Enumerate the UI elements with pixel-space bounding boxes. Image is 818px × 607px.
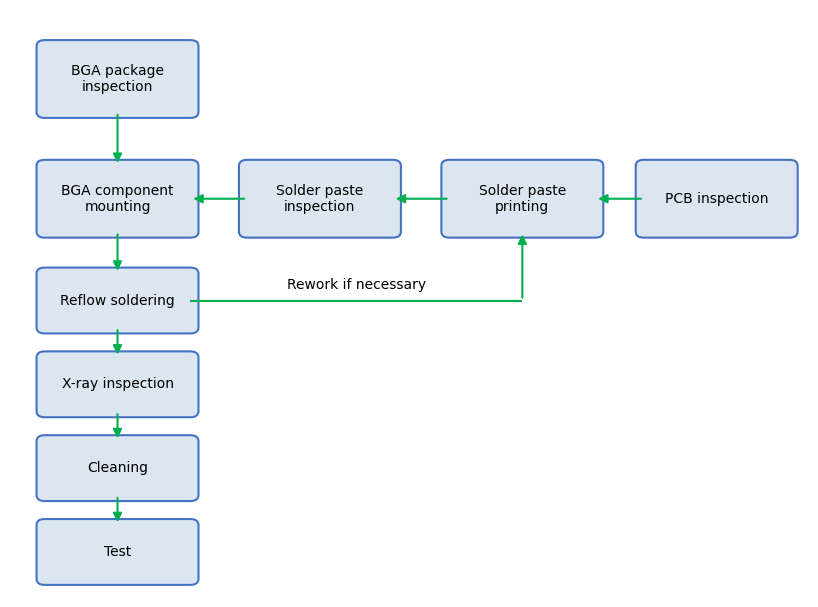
FancyBboxPatch shape <box>37 160 199 238</box>
FancyBboxPatch shape <box>37 519 199 585</box>
FancyBboxPatch shape <box>37 351 199 417</box>
Text: Test: Test <box>104 545 131 559</box>
Text: Solder paste
inspection: Solder paste inspection <box>276 184 363 214</box>
FancyBboxPatch shape <box>636 160 798 238</box>
Text: Solder paste
printing: Solder paste printing <box>479 184 566 214</box>
Text: X-ray inspection: X-ray inspection <box>61 378 173 392</box>
Text: BGA package
inspection: BGA package inspection <box>71 64 164 94</box>
FancyBboxPatch shape <box>37 40 199 118</box>
Text: Reflow soldering: Reflow soldering <box>61 294 175 308</box>
FancyBboxPatch shape <box>239 160 401 238</box>
Text: Cleaning: Cleaning <box>87 461 148 475</box>
FancyBboxPatch shape <box>37 268 199 333</box>
Text: PCB inspection: PCB inspection <box>665 192 768 206</box>
FancyBboxPatch shape <box>37 435 199 501</box>
Text: Rework if necessary: Rework if necessary <box>287 277 426 291</box>
Text: BGA component
mounting: BGA component mounting <box>61 184 173 214</box>
FancyBboxPatch shape <box>442 160 604 238</box>
